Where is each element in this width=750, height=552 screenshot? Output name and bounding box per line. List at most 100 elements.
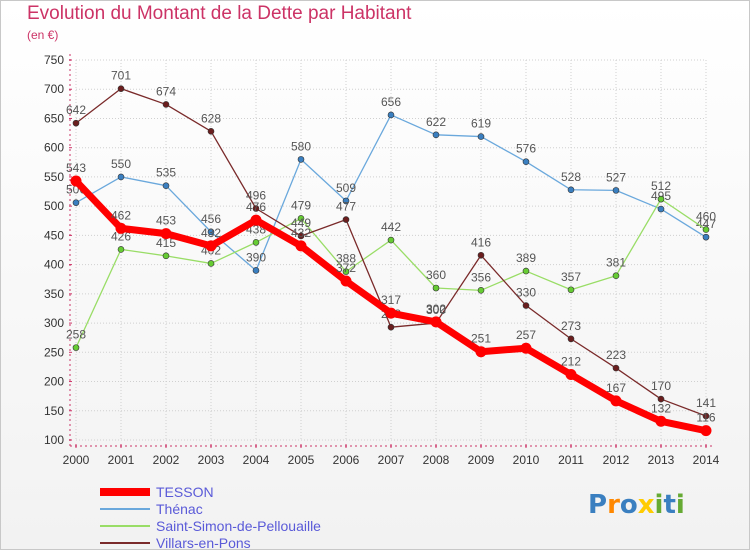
data-label: 141 <box>696 396 716 410</box>
data-point <box>342 268 350 275</box>
data-label: 432 <box>291 226 311 240</box>
x-tick-label: 2004 <box>243 453 270 467</box>
y-tick-label: 250 <box>44 345 64 359</box>
data-label: 512 <box>651 179 671 193</box>
data-point <box>567 186 575 194</box>
data-label: 317 <box>381 293 401 307</box>
data-label: 509 <box>336 181 356 195</box>
data-point <box>702 233 710 241</box>
data-point <box>387 323 395 331</box>
data-point <box>477 133 485 140</box>
data-point <box>432 284 440 292</box>
data-point <box>657 205 665 213</box>
data-label: 656 <box>381 95 401 109</box>
y-tick-label: 350 <box>44 287 64 301</box>
data-label: 426 <box>111 229 131 243</box>
data-point <box>565 369 577 381</box>
data-label: 302 <box>426 302 446 316</box>
data-label: 642 <box>66 103 86 117</box>
data-point <box>477 251 485 259</box>
data-label: 223 <box>606 348 626 362</box>
data-label: 442 <box>381 220 401 234</box>
data-label: 132 <box>651 401 671 415</box>
legend-item: Saint-Simon-de-Pellouaille <box>100 518 420 535</box>
y-tick-label: 300 <box>44 316 64 330</box>
data-point <box>612 187 620 194</box>
data-label: 628 <box>201 111 221 125</box>
data-point <box>520 342 532 354</box>
y-tick-label: 400 <box>44 258 64 272</box>
x-tick-label: 2000 <box>63 453 90 467</box>
x-tick-label: 2008 <box>423 453 450 467</box>
data-label: 447 <box>696 217 716 231</box>
data-label: 258 <box>66 328 86 342</box>
x-tick-label: 2010 <box>513 453 540 467</box>
data-point <box>522 302 530 309</box>
data-point <box>117 173 125 181</box>
y-tick-label: 600 <box>44 141 64 155</box>
data-point <box>207 228 215 236</box>
data-label: 212 <box>561 355 581 369</box>
data-point <box>522 267 530 275</box>
legend-label: Saint-Simon-de-Pellouaille <box>156 518 321 534</box>
data-point <box>117 246 125 253</box>
data-label: 619 <box>471 117 491 131</box>
data-label: 372 <box>336 261 356 275</box>
data-point <box>207 128 215 135</box>
data-label: 449 <box>291 216 311 230</box>
data-label: 415 <box>156 236 176 250</box>
x-tick-label: 2014 <box>693 453 720 467</box>
data-label: 527 <box>606 170 626 184</box>
data-label: 381 <box>606 256 626 270</box>
chart-title: Evolution du Montant de la Dette par Hab… <box>27 3 412 24</box>
data-point <box>297 215 305 222</box>
data-point <box>252 267 260 274</box>
data-point <box>252 239 260 246</box>
legend-swatch <box>100 488 150 496</box>
data-label: 460 <box>696 210 716 224</box>
data-point <box>567 286 575 294</box>
x-tick-label: 2002 <box>153 453 180 467</box>
data-point <box>655 415 667 427</box>
data-point <box>340 275 352 287</box>
data-point <box>160 228 172 240</box>
x-tick-label: 2001 <box>108 453 135 467</box>
x-tick-label: 2009 <box>468 453 495 467</box>
data-point <box>702 226 710 233</box>
data-point <box>702 412 710 420</box>
x-tick-label: 2011 <box>558 453 584 467</box>
data-label: 453 <box>156 214 176 228</box>
x-tick-label: 2005 <box>288 453 315 467</box>
data-point <box>162 182 170 189</box>
y-tick-label: 650 <box>44 111 64 125</box>
chart-subtitle: (en €) <box>27 28 59 42</box>
data-point <box>342 216 350 223</box>
data-label: 257 <box>516 328 536 342</box>
data-point <box>700 425 712 437</box>
data-label: 357 <box>561 270 581 284</box>
legend-item: Villars-en-Pons <box>100 535 420 552</box>
data-point <box>385 307 397 319</box>
data-point <box>387 236 395 244</box>
data-point <box>612 272 620 280</box>
data-label: 528 <box>561 170 581 184</box>
data-point <box>297 156 305 163</box>
data-label: 432 <box>201 226 221 240</box>
data-label: 576 <box>516 142 536 156</box>
legend-item: Thénac <box>100 501 420 518</box>
data-label: 580 <box>291 139 311 153</box>
data-label: 170 <box>651 379 671 393</box>
data-label: 477 <box>336 200 356 214</box>
data-label: 622 <box>426 115 446 129</box>
y-tick-label: 450 <box>44 228 64 242</box>
data-label: 116 <box>696 411 715 425</box>
data-label: 479 <box>291 198 311 212</box>
legend: TESSON Thénac Saint-Simon-de-Pellouaille Vi… <box>100 484 420 552</box>
data-point <box>117 85 125 92</box>
data-label: 167 <box>606 381 626 395</box>
data-point <box>610 395 622 407</box>
x-tick-label: 2012 <box>603 453 630 467</box>
data-label: 496 <box>246 188 266 202</box>
x-tick-label: 2013 <box>648 453 675 467</box>
